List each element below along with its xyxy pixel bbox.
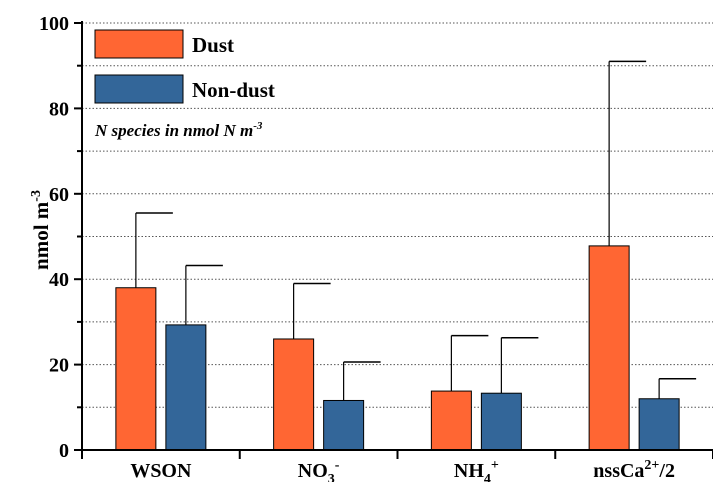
x-tick-label: NO3- [298,458,340,482]
bar-dust [588,245,630,451]
y-tick-labels: 0 20 40 60 80 100 [39,13,69,462]
bar-dust [115,287,157,451]
axes [74,21,713,459]
x-tick-label: NH4+ [454,458,499,482]
y-tick-label: 100 [39,13,69,35]
error-bars-layer [135,60,697,401]
bar-non-dust [323,399,365,451]
x-tick-labels: WSON NO3- NH4+ nssCa2+/2 [130,458,675,482]
legend-swatch-dust [94,29,184,59]
legend-label-dust: Dust [192,33,234,57]
y-axis-label: nmol m-3 [29,190,53,270]
y-tick-label: 0 [59,440,69,462]
legend-label-non-dust: Non-dust [192,78,275,102]
bars-layer [115,245,680,451]
x-tick-label: WSON [130,460,192,482]
y-tick-label: 80 [49,98,69,120]
chart-annotation: N species in nmol N m-3 [94,120,263,140]
x-tick-label: nssCa2+/2 [593,458,675,482]
bar-non-dust [165,324,207,451]
y-tick-label: 60 [49,184,69,206]
y-tick-label: 20 [49,355,69,377]
legend: Dust Non-dust [94,29,275,104]
bar-non-dust [638,398,680,451]
bar-non-dust [480,392,522,451]
y-tick-label: 40 [49,269,69,291]
bar-dust [273,338,315,451]
bar-dust [430,390,472,451]
legend-swatch-non-dust [94,74,184,104]
